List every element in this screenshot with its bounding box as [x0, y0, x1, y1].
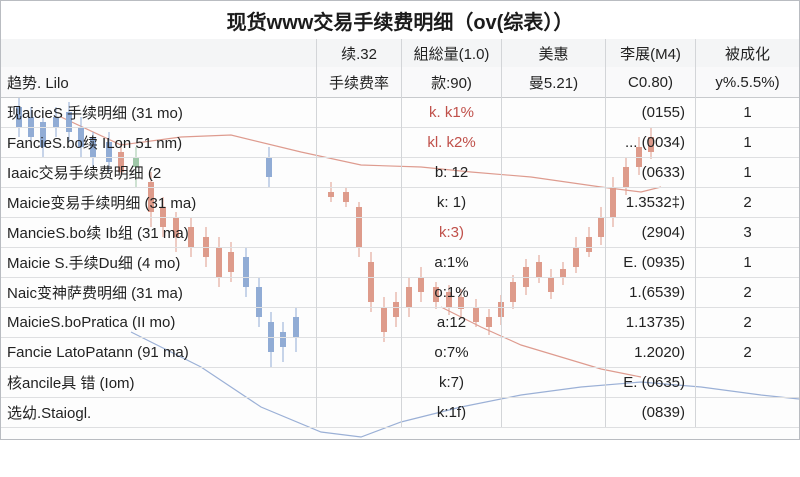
row-col3: k:3) [402, 217, 502, 247]
row-col6 [696, 397, 799, 427]
row-col2 [317, 397, 402, 427]
subheader-cell: y%.5.5%) [715, 73, 780, 91]
row-col6: 2 [743, 283, 752, 301]
row-col3: o:1% [402, 277, 502, 307]
row-col4 [502, 127, 606, 157]
row-name: Fancie LatoPatann (91 ma) [1, 337, 317, 367]
row-col2 [317, 367, 402, 397]
row-col4 [502, 397, 606, 427]
row-col3: o:7% [402, 337, 502, 367]
row-name: Iaaic交易手续费明细 (2 [1, 157, 317, 187]
row-col2 [317, 247, 402, 277]
row-col2 [317, 337, 402, 367]
subheader-cell: 曼5.21) [502, 67, 606, 97]
column-header[interactable]: 李展(M4) [606, 39, 696, 67]
column-header[interactable]: 美惠 [502, 39, 606, 67]
row-col3: a:1% [402, 247, 502, 277]
row-col6: 1 [743, 103, 752, 121]
table-row[interactable]: 现aicieS 手续明细 (31 mo) k. k1% (0155) 1 [1, 97, 799, 128]
row-name: Naic变神萨费明细 (31 ma) [1, 277, 317, 307]
row-col6: 2 [743, 193, 752, 211]
row-col4 [502, 307, 606, 337]
table-row[interactable]: Maicie变易手续明细 (31 ma) k: 1) 1.3532‡) 2 [1, 187, 799, 218]
row-col5: 1.13735) [606, 307, 696, 337]
row-col6: 2 [743, 343, 752, 361]
column-header[interactable] [1, 39, 317, 67]
table-row[interactable]: Maicie S.手续Du细 (4 mo) a:1% E. (0935) 1 [1, 247, 799, 278]
row-col6: 3 [743, 223, 752, 241]
column-header[interactable]: 組総量(1.0) [402, 39, 502, 67]
row-name: MancieS.bo续 Ib组 (31 ma) [1, 217, 317, 247]
row-col5: (0155) [606, 97, 696, 127]
row-col4 [502, 247, 606, 277]
subheader-cell: C0.80) [606, 67, 696, 97]
row-col3: b: 12 [402, 157, 502, 187]
subheader-cell: 款:90) [402, 67, 502, 97]
row-col4 [502, 187, 606, 217]
row-col6 [696, 367, 799, 397]
row-col5: (2904) [606, 217, 696, 247]
subheader-cell: 趋势. Lilo [1, 67, 317, 97]
table-row[interactable]: Iaaic交易手续费明细 (2 b: 12 (0633) 1 [1, 157, 799, 188]
table-subheader: 趋势. Lilo 手续费率 款:90) 曼5.21) C0.80) y%.5.5… [1, 67, 799, 98]
row-col5: (0839) [606, 397, 696, 427]
table-row[interactable]: Naic变神萨费明细 (31 ma) o:1% 1.(6539) 2 [1, 277, 799, 308]
row-col5: ... (0034) [606, 127, 696, 157]
table-row[interactable]: 核ancile具 错 (Iom) k:7) E. (0635) [1, 367, 799, 398]
column-header[interactable]: 被成化 [724, 45, 770, 63]
row-name: MaicieS.boPratica (II mo) [1, 307, 317, 337]
row-col2 [317, 217, 402, 247]
window: 现货www交易手续费明细（ov(综表）） 续.32 組総量(1.0) 美惠 李展… [0, 0, 800, 440]
row-col6: 1 [743, 253, 752, 271]
row-col2 [317, 277, 402, 307]
table-row[interactable]: Fancie LatoPatann (91 ma) o:7% 1.2020) 2 [1, 337, 799, 368]
row-col6: 2 [743, 313, 752, 331]
row-col2 [317, 127, 402, 157]
row-col5: 1.(6539) [606, 277, 696, 307]
row-name: Maicie S.手续Du细 (4 mo) [1, 247, 317, 277]
row-col3: k: 1) [402, 187, 502, 217]
row-col6: 1 [743, 133, 752, 151]
table-header: 续.32 組総量(1.0) 美惠 李展(M4) 被成化 [1, 39, 799, 68]
row-col6: 1 [743, 163, 752, 181]
row-col4 [502, 157, 606, 187]
row-col3: kl. k2% [402, 127, 502, 157]
row-col5: 1.2020) [606, 337, 696, 367]
row-col4 [502, 97, 606, 127]
row-col2 [317, 157, 402, 187]
row-col4 [502, 337, 606, 367]
row-name: 选幼.Staiogl. [1, 397, 317, 427]
row-col3: k. k1% [402, 97, 502, 127]
row-col4 [502, 367, 606, 397]
page-title: 现货www交易手续费明细（ov(综表）） [1, 1, 799, 40]
row-col5: E. (0935) [606, 247, 696, 277]
table-row[interactable]: MancieS.bo续 Ib组 (31 ma) k:3) (2904) 3 [1, 217, 799, 248]
row-col2 [317, 187, 402, 217]
subheader-cell: 手续费率 [317, 67, 402, 97]
row-name: 现aicieS 手续明细 (31 mo) [1, 97, 317, 127]
table-row[interactable]: 选幼.Staiogl. k:1f) (0839) [1, 397, 799, 428]
row-name: FancieS.bo续 ILon 51 nm) [1, 127, 317, 157]
row-col5: 1.3532‡) [606, 187, 696, 217]
column-header[interactable]: 续.32 [317, 39, 402, 67]
row-name: 核ancile具 错 (Iom) [1, 367, 317, 397]
data-table: 续.32 組総量(1.0) 美惠 李展(M4) 被成化 趋势. Lilo 手续费… [1, 39, 799, 439]
row-col3: k:7) [402, 367, 502, 397]
row-col3: a:12 [402, 307, 502, 337]
row-col4 [502, 277, 606, 307]
row-col2 [317, 97, 402, 127]
row-col5: (0633) [606, 157, 696, 187]
table-row[interactable]: FancieS.bo续 ILon 51 nm) kl. k2% ... (003… [1, 127, 799, 158]
row-name: Maicie变易手续明细 (31 ma) [1, 187, 317, 217]
row-col4 [502, 217, 606, 247]
row-col5: E. (0635) [606, 367, 696, 397]
row-col3: k:1f) [402, 397, 502, 427]
row-col2 [317, 307, 402, 337]
table-row[interactable]: MaicieS.boPratica (II mo) a:12 1.13735) … [1, 307, 799, 338]
